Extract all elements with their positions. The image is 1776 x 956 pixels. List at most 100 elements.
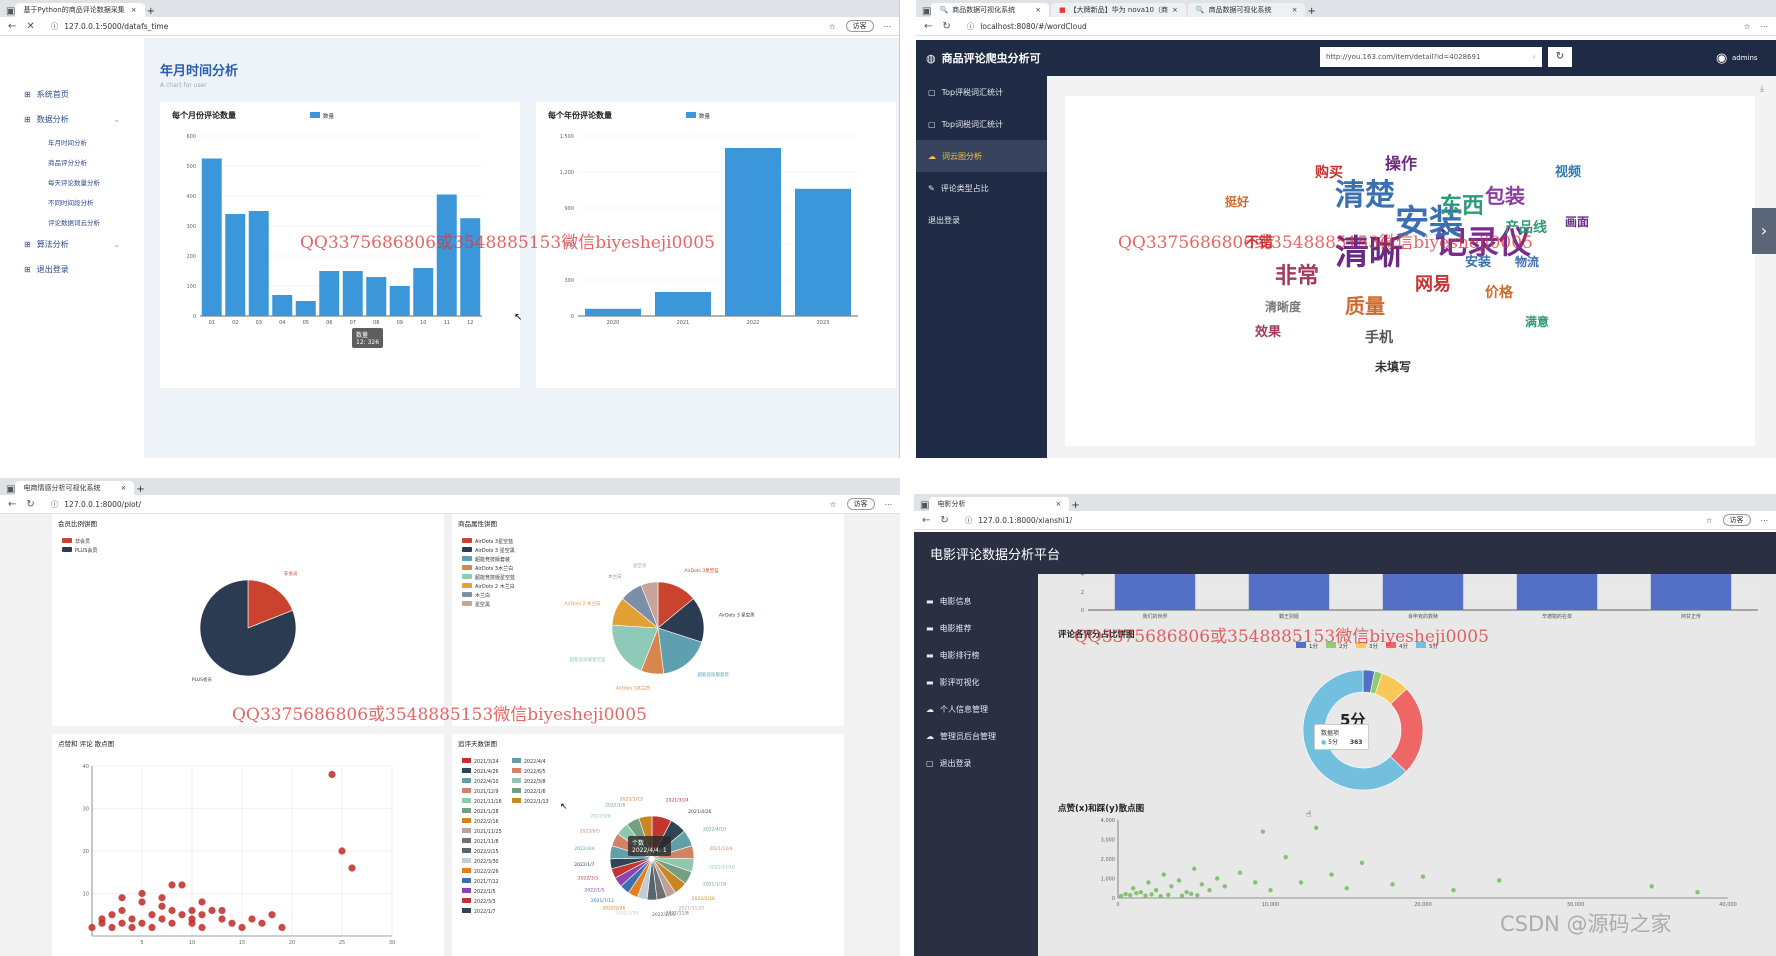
document-icon: ▢ <box>928 87 936 97</box>
sidebar-item-logout[interactable]: ▢ 退出登录 <box>914 750 1038 777</box>
legend-label: 非会员 <box>75 538 90 545</box>
sidebar-subitem-daily[interactable]: 每天评论数量分析 <box>48 179 100 187</box>
sidebar-item-review-vis[interactable]: ▬ 影评可视化 <box>914 669 1038 696</box>
scatter-point <box>228 919 236 927</box>
sidebar-item-movie-info[interactable]: ▬ 电影信息 <box>914 588 1038 615</box>
sidebar-item-top-words[interactable]: ▢ Top评税词汇统计 <box>916 76 1047 108</box>
browser-tab[interactable]: 🔍 商品数据可视化系统 × <box>931 3 1050 17</box>
sidebar-subitem-time[interactable]: 年月时间分析 <box>48 139 87 147</box>
user-name[interactable]: admins <box>1732 54 1758 62</box>
sidebar-item-wordcloud[interactable]: ☁ 词云图分析 <box>916 140 1047 172</box>
back-icon[interactable]: ← <box>922 514 931 526</box>
star-icon[interactable]: ☆ <box>1743 21 1751 31</box>
wordcloud-word: 未填写 <box>1375 360 1412 374</box>
star-icon[interactable]: ☆ <box>828 21 836 31</box>
sidebar-item-logout[interactable]: ⊞ 退出登录 <box>0 257 144 282</box>
back-icon[interactable]: ← <box>924 20 933 32</box>
like-dislike-scatter: 0 1,000 2,000 3,000 4,000 0 10,000 20,000 30,000… <box>1101 818 1737 908</box>
legend-label: 2022/1/13 <box>524 799 549 805</box>
close-icon[interactable]: × <box>130 6 137 14</box>
window-menu-icon[interactable]: ▣ <box>6 6 16 17</box>
profile-button[interactable]: 访客 <box>846 498 875 510</box>
chevron-down-icon: ⌄ <box>113 240 120 249</box>
sidebar-item-comment-type[interactable]: ✎ 评论类型占比 <box>916 172 1047 204</box>
sidebar-item-ranking[interactable]: ▬ 电影排行榜 <box>914 642 1038 669</box>
more-icon[interactable]: ⋯ <box>1760 515 1769 525</box>
legend-label: 3分 <box>1369 642 1378 650</box>
new-tab-icon[interactable]: + <box>1307 6 1316 17</box>
close-icon[interactable]: × <box>1291 6 1298 14</box>
close-icon[interactable]: × <box>1171 6 1178 14</box>
stop-icon[interactable]: ✕ <box>26 20 35 32</box>
search-icon[interactable]: ⌕ <box>1532 52 1536 61</box>
more-icon[interactable]: ⋯ <box>883 21 892 31</box>
user-avatar-icon[interactable]: ◉ <box>1716 50 1728 66</box>
wordcloud-word: 视频 <box>1555 165 1582 180</box>
url-field[interactable]: ⓘ 127.0.0.1:8000/xianshi1/ <box>959 514 1696 527</box>
window-menu-icon[interactable]: ▣ <box>6 484 16 495</box>
new-tab-icon[interactable]: + <box>146 6 155 17</box>
sidebar-subitem-rating[interactable]: 商品评分分析 <box>48 159 87 167</box>
refresh-button[interactable]: ↻ <box>1548 47 1572 67</box>
sidebar-item-recommend[interactable]: ▬ 电影推荐 <box>914 615 1038 642</box>
new-tab-icon[interactable]: + <box>1071 500 1080 511</box>
scatter-point <box>1123 891 1128 897</box>
profile-button[interactable]: 访客 <box>1722 514 1751 526</box>
scatter-point <box>1390 882 1395 887</box>
browser-tab[interactable]: 🔍 商品数据可视化系统 × <box>1187 3 1306 17</box>
wordcloud-word: 画面 <box>1565 215 1590 229</box>
sidebar-subitem-period[interactable]: 不同时间段分析 <box>48 199 94 207</box>
back-icon[interactable]: ← <box>8 498 17 510</box>
sidebar-item-algorithm[interactable]: ⊞ 算法分析 ⌄ <box>0 232 144 257</box>
more-icon[interactable]: ⋯ <box>884 499 893 509</box>
close-icon[interactable]: × <box>1035 6 1042 14</box>
sidebar-item-top-terms[interactable]: ▢ Top词税词汇统计 <box>916 108 1047 140</box>
more-icon[interactable]: ⋯ <box>1760 21 1769 31</box>
reload-icon[interactable]: ↻ <box>940 514 949 526</box>
sidebar-item-home[interactable]: ⊞ 系统首页 <box>0 82 144 107</box>
window-menu-icon[interactable]: ▣ <box>920 500 930 511</box>
browser-tab[interactable]: 电影分析 × <box>929 497 1070 511</box>
download-icon[interactable]: ⤓ <box>1760 84 1764 94</box>
legend-label: 2021/11/25 <box>474 829 502 835</box>
bar <box>1114 574 1196 610</box>
product-pie-card: 商品属性饼图 AirDots 3星空蓝 AirDots 3 星空黑 超能竞技版套装 A… <box>452 514 844 726</box>
url-text: localhost:8080/#/wordCloud <box>980 21 1087 31</box>
wordcloud-area: 清晰 记录仪 安装 清楚 东西 非常 质量 网易 包装 产品线 手机 购买 操作 视频 安装 清晰度 不错 效果价… <box>1047 76 1776 458</box>
browser-tab[interactable]: ■ 【大牌新品】华为 nova10（商 × <box>1051 3 1186 17</box>
bar <box>225 214 246 316</box>
reload-icon[interactable]: ↻ <box>26 498 35 510</box>
star-icon[interactable]: ☆ <box>829 499 837 509</box>
url-field[interactable]: ⓘ 127.0.0.1:5000/datafs_time <box>45 20 819 33</box>
next-arrow-button[interactable]: › <box>1752 208 1776 254</box>
tooltip-value: 2022/4/4: 1 <box>632 847 667 854</box>
search-icon: 🔍 <box>1195 6 1205 14</box>
back-icon[interactable]: ← <box>8 20 17 32</box>
close-icon[interactable]: × <box>1055 500 1062 508</box>
window-menu-icon[interactable]: ▣ <box>922 6 932 17</box>
y-tick-label: 2 <box>1081 590 1084 596</box>
sidebar-item-profile[interactable]: ☁ 个人信息管理 <box>914 696 1038 723</box>
sidebar-item-admin[interactable]: ☁ 管理员后台管理 <box>914 723 1038 750</box>
browser-tab[interactable]: 电商情感分析可视化系统 × <box>15 481 135 495</box>
profile-button[interactable]: 访客 <box>845 20 874 32</box>
new-tab-icon[interactable]: + <box>136 484 145 495</box>
close-icon[interactable]: × <box>120 484 127 492</box>
star-icon[interactable]: ☆ <box>1705 515 1713 525</box>
legend-swatch <box>686 112 696 118</box>
url-text: 127.0.0.1:5000/datafs_time <box>64 21 169 31</box>
sidebar-subitem-wordcloud[interactable]: 评论数据词云分析 <box>48 219 100 227</box>
y-tick-label: 1,000 <box>1101 877 1115 883</box>
legend-swatch <box>62 538 72 543</box>
browser-tab[interactable]: 基于Python的商品评论数据采集 × <box>15 3 145 17</box>
reload-icon[interactable]: ↻ <box>942 20 951 32</box>
legend-label: 1分 <box>1309 642 1318 650</box>
url-search-input[interactable]: http://you.163.com/item/detail?id=402869… <box>1320 47 1542 67</box>
sidebar-item-logout[interactable]: 退出登录 <box>928 215 960 225</box>
sidebar-item-data-analysis[interactable]: ⊞ 数据分析 ⌄ <box>0 107 144 132</box>
wordcloud-word: 安装 <box>1395 203 1463 243</box>
legend-label: 2022/2/26 <box>474 869 499 875</box>
url-field[interactable]: ⓘ 127.0.0.1:8000/plot/ <box>45 498 820 511</box>
url-field[interactable]: ⓘ localhost:8080/#/wordCloud <box>961 20 1734 33</box>
tab-title: 电商情感分析可视化系统 <box>23 484 101 492</box>
